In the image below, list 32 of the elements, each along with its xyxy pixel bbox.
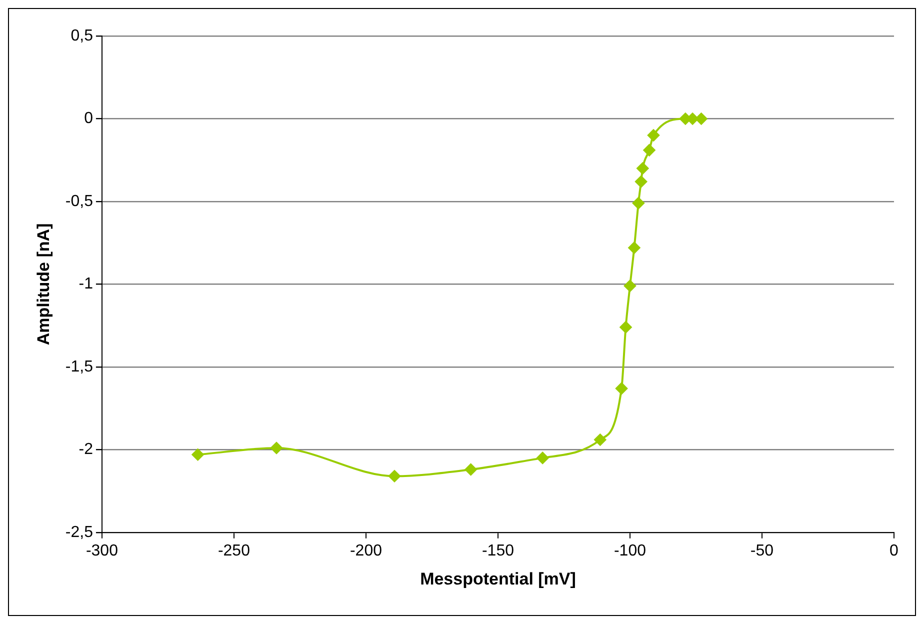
point <box>620 321 632 334</box>
y-axis-title: Amplitude [nA] <box>34 223 53 346</box>
point <box>643 144 656 156</box>
point <box>628 242 640 254</box>
x-tick-label: 0 <box>890 542 899 560</box>
y-tick-label: 0 <box>84 110 94 128</box>
x-axis-title: Messpotential [mV] <box>420 569 576 588</box>
y-tick-label: -1 <box>78 276 94 293</box>
point <box>270 442 282 454</box>
point <box>647 129 660 142</box>
x-tick-label: -150 <box>482 542 514 560</box>
y-tick-label: -2 <box>78 441 94 458</box>
point <box>636 162 649 174</box>
point <box>635 176 648 188</box>
point <box>695 112 708 125</box>
y-tick-label: 0,5 <box>70 27 94 44</box>
y-tick-label: -1,5 <box>65 358 94 376</box>
x-tick-label: -300 <box>86 542 118 560</box>
x-tick-label: -50 <box>750 542 774 560</box>
x-tick-label: -200 <box>350 542 382 560</box>
point <box>464 464 477 476</box>
point <box>388 470 400 482</box>
point <box>192 448 204 461</box>
point <box>616 382 628 394</box>
y-tick-label: -0,5 <box>65 192 94 210</box>
point <box>624 280 636 292</box>
x-tick-label: -250 <box>218 542 250 560</box>
point <box>594 434 606 446</box>
point <box>536 452 549 464</box>
point <box>632 197 644 210</box>
y-tick-label: -2,5 <box>65 524 94 541</box>
x-tick-label: -100 <box>614 542 646 560</box>
